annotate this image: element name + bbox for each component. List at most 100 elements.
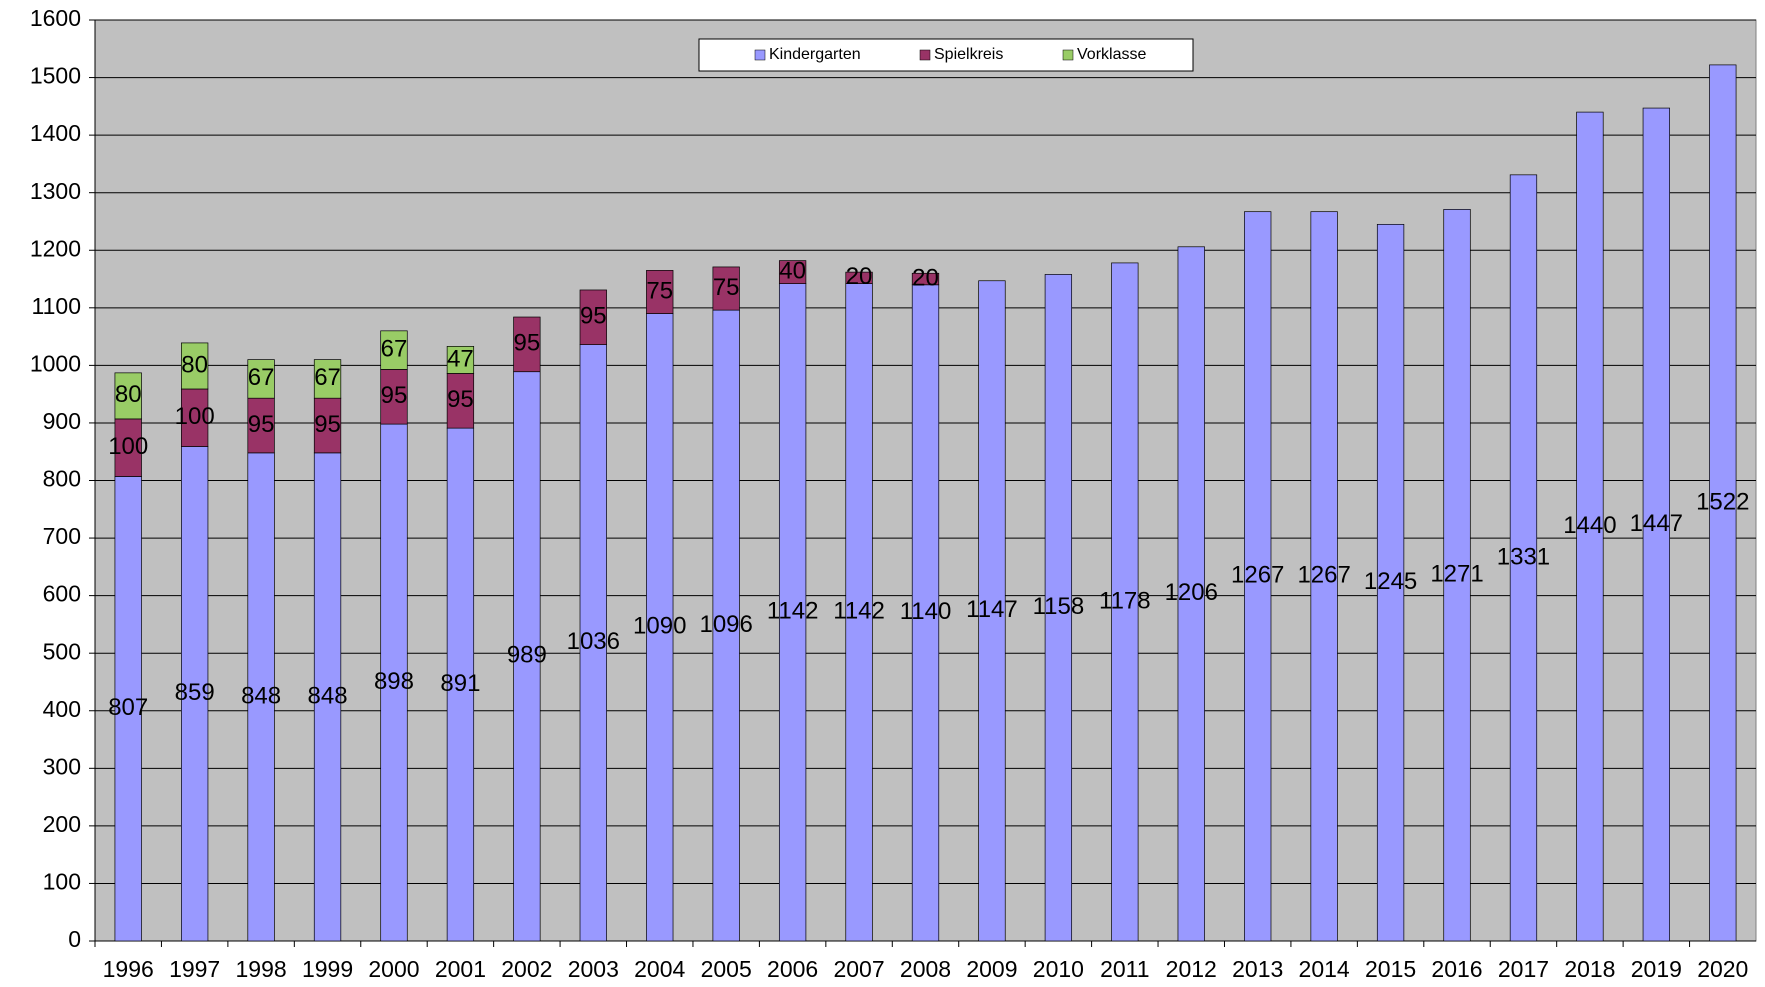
y-tick-label: 600 [43, 581, 81, 607]
x-tick-label: 1997 [169, 956, 220, 982]
data-label: 1447 [1630, 510, 1683, 537]
data-label: 1271 [1430, 561, 1483, 588]
bar-segment [712, 266, 740, 311]
bar-segment [1310, 211, 1338, 942]
data-label: 95 [314, 411, 341, 438]
data-label: 20 [846, 263, 873, 290]
data-label: 1142 [833, 598, 885, 625]
data-label: 67 [248, 364, 275, 391]
bar-segment [911, 272, 940, 286]
bar-segment [513, 316, 541, 373]
x-tick-label: 2001 [435, 956, 486, 982]
x-tick-label: 2010 [1033, 956, 1084, 982]
y-tick-label: 900 [43, 408, 81, 434]
bar-segment [247, 452, 275, 942]
data-label: 100 [175, 403, 215, 430]
legend-swatch [1062, 49, 1074, 61]
y-tick-label: 400 [43, 696, 81, 722]
data-label: 95 [447, 386, 474, 413]
data-label: 1206 [1165, 579, 1218, 606]
data-label: 1036 [567, 628, 620, 655]
data-label: 80 [115, 381, 142, 408]
y-tick-label: 500 [43, 638, 81, 664]
data-label: 67 [381, 335, 408, 362]
data-label: 1090 [633, 613, 686, 640]
y-tick-label: 0 [68, 926, 81, 952]
bar-segment [247, 359, 275, 399]
x-tick-label: 2020 [1697, 956, 1748, 982]
x-tick-label: 2014 [1299, 956, 1350, 982]
data-label: 95 [514, 330, 541, 357]
bar-segment [1244, 211, 1272, 942]
y-tick-label: 1500 [30, 63, 81, 89]
bar-segment [646, 270, 674, 314]
legend [698, 38, 1194, 72]
y-tick-label: 200 [43, 811, 81, 837]
data-label: 95 [248, 411, 275, 438]
data-label: 1267 [1231, 562, 1284, 589]
x-tick-label: 2002 [501, 956, 552, 982]
x-tick-label: 2006 [767, 956, 818, 982]
legend-label: Spielkreis [934, 46, 1003, 63]
bar-segment [911, 284, 940, 942]
data-label: 47 [447, 345, 474, 372]
bar-segment [1443, 209, 1471, 942]
bar-segment [313, 397, 342, 454]
data-label: 67 [314, 364, 341, 391]
data-label: 1267 [1297, 562, 1350, 589]
y-tick-label: 1000 [30, 350, 81, 376]
data-label: 1158 [1033, 593, 1085, 620]
bar-segment [978, 280, 1006, 942]
bar-segment [1111, 262, 1139, 942]
x-tick-label: 2003 [568, 956, 619, 982]
legend-swatch [754, 49, 766, 61]
x-tick-label: 2004 [634, 956, 685, 982]
data-label: 1522 [1696, 488, 1749, 515]
bar-segment [579, 289, 607, 346]
x-tick-label: 1999 [302, 956, 353, 982]
bar-segment [1709, 64, 1737, 942]
data-label: 848 [241, 682, 281, 709]
x-tick-label: 2008 [900, 956, 951, 982]
bar-segment [646, 313, 674, 942]
data-label: 891 [440, 670, 480, 697]
bar-segment [1509, 174, 1538, 942]
y-tick-label: 1400 [30, 120, 81, 146]
data-label: 898 [374, 668, 414, 695]
bar-segment [380, 330, 408, 370]
x-tick-label: 2011 [1100, 956, 1149, 982]
data-label: 848 [308, 682, 348, 709]
bar-segment [114, 476, 142, 942]
legend-label: Vorklasse [1077, 46, 1146, 63]
x-tick-label: 2015 [1365, 956, 1416, 982]
x-tick-label: 2019 [1631, 956, 1682, 982]
data-label: 1178 [1099, 587, 1151, 614]
bar-segment [1642, 107, 1670, 942]
x-tick-label: 2017 [1498, 956, 1549, 982]
data-label: 100 [108, 433, 148, 460]
data-label: 1245 [1364, 568, 1417, 595]
y-tick-label: 1200 [30, 235, 81, 261]
y-tick-label: 300 [43, 753, 81, 779]
data-label: 75 [646, 277, 673, 304]
data-label: 1140 [900, 598, 952, 625]
x-tick-label: 2009 [966, 956, 1017, 982]
data-label: 1331 [1497, 543, 1550, 570]
data-label: 75 [713, 274, 740, 301]
x-tick-label: 2016 [1431, 956, 1482, 982]
bar-segment [712, 309, 740, 942]
bar-segment [845, 271, 873, 284]
bar-segment [181, 446, 209, 942]
x-tick-label: 1998 [236, 956, 287, 982]
x-tick-label: 1996 [103, 956, 154, 982]
y-tick-label: 700 [43, 523, 81, 549]
x-tick-label: 2007 [833, 956, 884, 982]
bar-segment [380, 423, 408, 942]
data-label: 95 [381, 382, 408, 409]
legend-label: Kindergarten [769, 46, 861, 63]
bar-segment [247, 397, 275, 454]
bar-segment [380, 369, 408, 425]
y-tick-label: 1100 [32, 293, 81, 319]
legend-swatch [919, 49, 931, 61]
